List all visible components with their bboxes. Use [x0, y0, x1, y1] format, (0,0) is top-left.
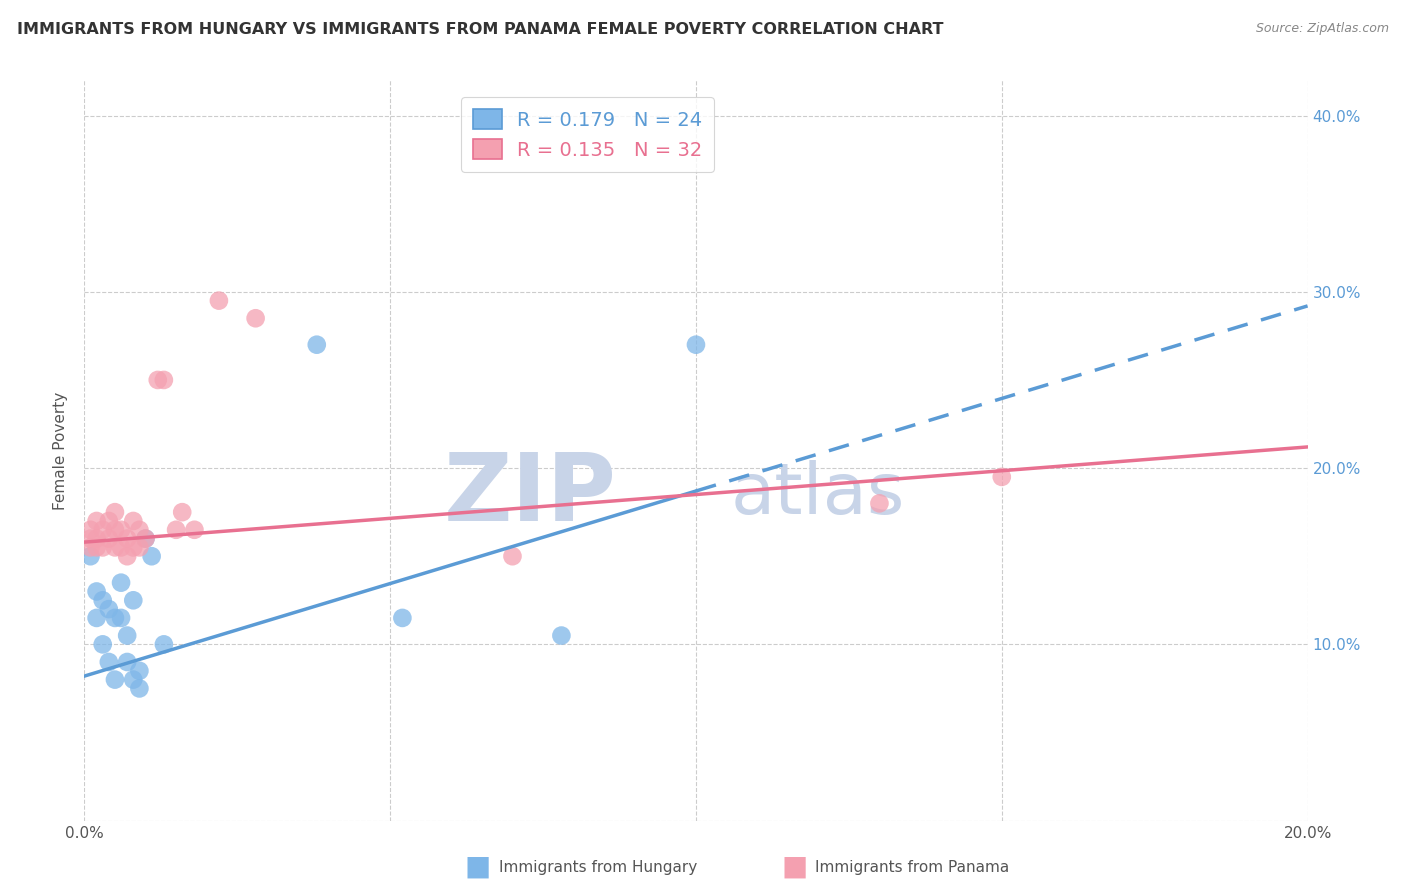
Point	[153, 373, 176, 387]
Point	[79, 549, 101, 564]
Point	[104, 505, 127, 519]
Point	[122, 541, 145, 555]
Text: ■: ■	[465, 853, 491, 881]
Point	[115, 655, 138, 669]
Point	[122, 514, 145, 528]
Point	[91, 593, 114, 607]
Text: IMMIGRANTS FROM HUNGARY VS IMMIGRANTS FROM PANAMA FEMALE POVERTY CORRELATION CHA: IMMIGRANTS FROM HUNGARY VS IMMIGRANTS FR…	[17, 22, 943, 37]
Point	[991, 470, 1014, 484]
Point	[115, 549, 138, 564]
Text: atlas: atlas	[731, 460, 905, 529]
Text: ■: ■	[782, 853, 807, 881]
Point	[153, 637, 176, 651]
Point	[97, 602, 120, 616]
Point	[122, 593, 145, 607]
Point	[146, 373, 169, 387]
Legend: R = 0.179   N = 24, R = 0.135   N = 32: R = 0.179 N = 24, R = 0.135 N = 32	[461, 97, 714, 171]
Point	[128, 523, 150, 537]
Point	[172, 505, 194, 519]
Point	[86, 584, 108, 599]
Point	[104, 541, 127, 555]
Point	[97, 514, 120, 528]
Point	[685, 337, 707, 351]
Point	[305, 337, 328, 351]
Point	[391, 611, 413, 625]
Point	[97, 655, 120, 669]
Point	[115, 628, 138, 642]
Point	[245, 311, 267, 326]
Point	[110, 611, 132, 625]
Point	[91, 637, 114, 651]
Point	[115, 532, 138, 546]
Point	[97, 532, 120, 546]
Point	[86, 541, 108, 555]
Point	[86, 532, 108, 546]
Point	[104, 523, 127, 537]
Point	[135, 532, 157, 546]
Point	[86, 611, 108, 625]
Point	[869, 496, 891, 510]
Point	[110, 523, 132, 537]
Point	[110, 575, 132, 590]
Point	[104, 673, 127, 687]
Point	[86, 514, 108, 528]
Point	[135, 532, 157, 546]
Point	[208, 293, 231, 308]
Point	[122, 673, 145, 687]
Point	[91, 523, 114, 537]
Text: ZIP: ZIP	[443, 449, 616, 541]
Point	[79, 541, 101, 555]
Point	[165, 523, 187, 537]
Point	[141, 549, 163, 564]
Text: Immigrants from Hungary: Immigrants from Hungary	[499, 860, 697, 874]
Point	[79, 523, 101, 537]
Point	[128, 664, 150, 678]
Point	[183, 523, 205, 537]
Point	[91, 541, 114, 555]
Point	[110, 541, 132, 555]
Point	[502, 549, 524, 564]
Y-axis label: Female Poverty: Female Poverty	[53, 392, 69, 509]
Point	[79, 532, 101, 546]
Text: Source: ZipAtlas.com: Source: ZipAtlas.com	[1256, 22, 1389, 36]
Point	[550, 628, 572, 642]
Point	[128, 681, 150, 696]
Point	[104, 611, 127, 625]
Text: Immigrants from Panama: Immigrants from Panama	[815, 860, 1010, 874]
Point	[128, 541, 150, 555]
